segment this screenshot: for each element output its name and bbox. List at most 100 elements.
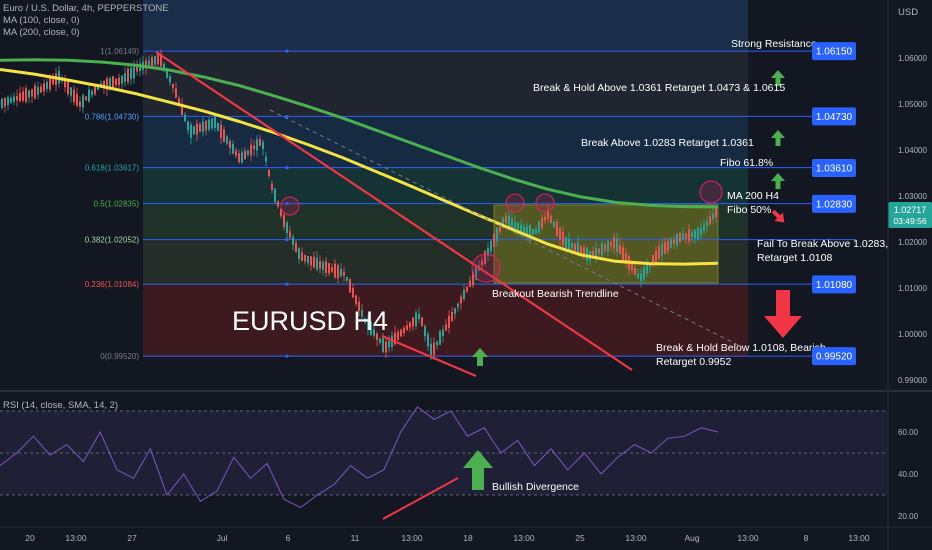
candle-body — [202, 121, 204, 132]
candle-body — [622, 247, 624, 261]
candle-body — [445, 324, 447, 331]
candle-body — [109, 78, 111, 89]
ma200-legend[interactable]: MA (200, close, 0) — [3, 27, 80, 38]
price-axis: 1.06000 1.05000 1.04000 1.03000 1.02000 1.010… — [898, 54, 927, 385]
candle-body — [544, 216, 546, 221]
candle-body — [580, 246, 582, 256]
candle-body — [319, 261, 321, 269]
candle-body — [172, 83, 174, 88]
candle-body — [703, 224, 705, 231]
candle-body — [601, 243, 603, 256]
price-badge — [812, 42, 856, 61]
candle-body — [664, 242, 666, 254]
candle-body — [31, 89, 33, 97]
fib-lines: 1(1.06149) 0.786(1.04730) 0.618(1.03617) 0.… — [85, 47, 856, 361]
candle-body — [307, 256, 309, 263]
candle-body — [211, 118, 213, 129]
arrow-up-icon — [472, 348, 488, 366]
fib-label: 0.236(1.01084) — [85, 280, 140, 289]
candle-body — [70, 87, 72, 96]
fib-anchor — [285, 201, 289, 206]
time-tick-label: 18 — [463, 533, 473, 543]
candle-body — [385, 341, 387, 353]
candle-body — [673, 239, 675, 244]
candle-body — [535, 229, 537, 234]
arrow-up-icon — [771, 70, 785, 86]
candle-body — [568, 238, 570, 250]
candle-body — [493, 233, 495, 247]
candle-body — [697, 227, 699, 239]
lower-low-trendline — [381, 334, 477, 378]
annotation-breakout-trendline: Breakout Bearish Trendline — [492, 288, 619, 300]
candle-body — [598, 248, 600, 254]
candle-body — [541, 217, 543, 228]
candle-body — [418, 313, 420, 320]
candle-body — [514, 222, 516, 228]
candle-body — [655, 250, 657, 263]
candle-body — [298, 248, 300, 260]
candle-body — [10, 97, 12, 103]
candle-body — [556, 222, 558, 236]
candle-body — [190, 124, 192, 138]
candle-body — [238, 153, 240, 163]
candle-body — [400, 329, 402, 337]
current-price-marker — [888, 202, 932, 228]
candle-body — [136, 67, 138, 72]
candle-body — [94, 86, 96, 94]
price-tick-label: 1.00000 — [898, 330, 927, 339]
candle-body — [409, 322, 411, 328]
fib-anchor — [285, 49, 289, 53]
rsi-legend[interactable]: RSI (14, close, SMA, 14, 2) — [3, 400, 119, 411]
price-tick-label: 0.99000 — [898, 376, 927, 385]
candle-body — [676, 233, 678, 246]
candle-body — [613, 236, 615, 249]
candle-body — [709, 216, 711, 224]
candle-body — [151, 57, 153, 67]
candle-body — [49, 77, 51, 90]
currency-label: USD — [898, 7, 919, 18]
candle-body — [262, 141, 264, 150]
candle-body — [517, 222, 519, 232]
price-badge — [812, 347, 856, 366]
annotation-strong-resistance: Strong Resistance — [731, 38, 817, 50]
candle-body — [226, 136, 228, 144]
candle-body — [487, 247, 489, 256]
candle-body — [361, 309, 363, 317]
fib-label: 0(0.99520) — [100, 352, 139, 361]
candle-body — [646, 265, 648, 274]
candle-body — [256, 139, 258, 151]
annotation-bullish-divergence: Bullish Divergence — [492, 481, 579, 493]
candle-body — [358, 301, 360, 312]
time-tick-label: Aug — [684, 533, 699, 543]
candle-body — [214, 116, 216, 129]
moving-averages — [0, 58, 719, 266]
candle-body — [340, 268, 342, 277]
fib-anchor — [285, 166, 289, 170]
candle-body — [331, 267, 333, 272]
candle-body — [166, 68, 168, 78]
rsi-tick-label: 20.00 — [898, 512, 919, 521]
candle-body — [82, 94, 84, 108]
time-tick-label: Jul — [217, 533, 228, 543]
candle-body — [376, 333, 378, 340]
candle-body — [274, 188, 276, 202]
candle-body — [145, 60, 147, 69]
candle-body — [652, 255, 654, 267]
candle-body — [205, 120, 207, 131]
candle-body — [559, 228, 561, 240]
time-tick-label: 6 — [286, 533, 291, 543]
candle-body — [505, 216, 507, 223]
candle-body — [565, 237, 567, 248]
candle-body — [574, 243, 576, 252]
candle-body — [415, 312, 417, 326]
annotation-fibo618: Fibo 61.8% — [720, 157, 773, 169]
candle-body — [322, 262, 324, 271]
candle-body — [661, 244, 663, 256]
symbol-legend[interactable]: Euro / U.S. Dollar, 4h, PEPPERSTONE — [3, 3, 169, 14]
ma100-legend[interactable]: MA (100, close, 0) — [3, 15, 80, 26]
rsi-tick-label: 60.00 — [898, 428, 919, 437]
candle-body — [13, 96, 15, 102]
candle-body — [484, 251, 486, 265]
candle-body — [520, 224, 522, 233]
candle-body — [184, 114, 186, 122]
